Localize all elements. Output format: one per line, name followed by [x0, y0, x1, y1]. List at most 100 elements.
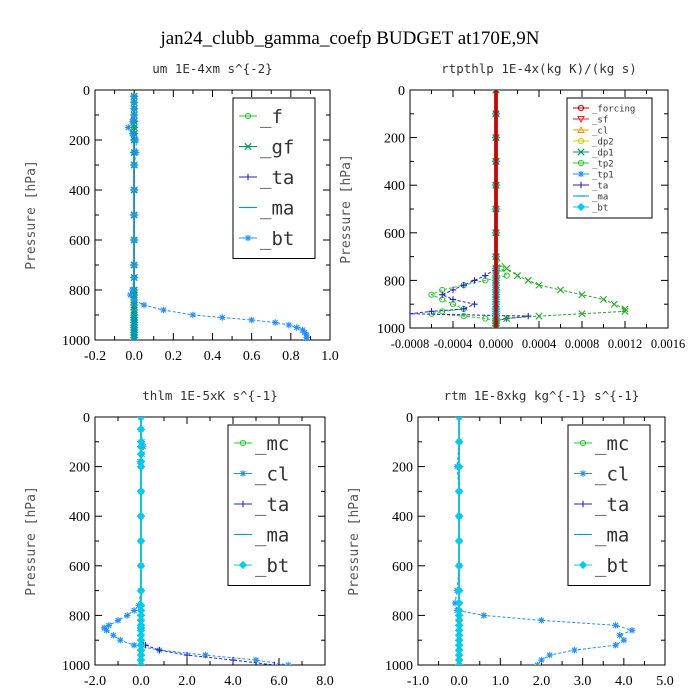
- data-point: [482, 315, 489, 322]
- x-tick-label: 2.0: [178, 674, 196, 689]
- data-point: [132, 149, 140, 156]
- data-point: [156, 646, 163, 654]
- y-axis-label: Pressure [hPa]: [24, 160, 39, 270]
- x-tick-label: 0.8: [282, 349, 300, 364]
- legend-item: _ma: [239, 198, 294, 220]
- data-point: [129, 130, 136, 137]
- data-point: [628, 627, 636, 634]
- legend-item: _gf: [239, 137, 294, 159]
- legend-label: _gf: [260, 137, 294, 159]
- data-point: [219, 314, 226, 321]
- legend-item: _ma: [574, 525, 629, 547]
- legend-marker: [578, 560, 588, 570]
- data-point: [136, 425, 146, 434]
- data-point: [535, 312, 543, 320]
- data-point: [114, 617, 122, 624]
- data-point: [124, 612, 131, 619]
- legend-label: _sf: [592, 116, 608, 126]
- x-tick-label: 1.0: [321, 349, 339, 364]
- data-point: [610, 300, 618, 308]
- legend-item: _ta: [234, 494, 289, 516]
- y-tick-label: 800: [384, 274, 405, 289]
- x-tick-label: 6.0: [270, 674, 288, 689]
- data-point: [492, 324, 500, 328]
- y-tick-label: 400: [392, 510, 413, 525]
- data-point: [125, 124, 132, 131]
- data-point: [130, 261, 138, 269]
- data-point: [428, 291, 435, 298]
- data-point: [455, 437, 464, 446]
- data-point: [525, 312, 532, 320]
- data-point: [132, 136, 140, 144]
- x-tick-label: 1.0: [492, 674, 510, 689]
- legend-marker: [238, 560, 248, 570]
- legend-marker: [579, 500, 587, 508]
- y-tick-label: 600: [69, 234, 90, 249]
- data-point: [455, 487, 464, 496]
- x-tick-label: 0.0008: [565, 337, 599, 351]
- legend-marker: [579, 439, 587, 447]
- data-point: [130, 641, 138, 649]
- data-point: [524, 276, 532, 284]
- data-point: [455, 660, 464, 665]
- legend-box: [566, 97, 653, 219]
- panels-container: um 1E-4xm s^{-2} Pressure [hPa] -0.2 0.0 0.2…: [24, 61, 685, 689]
- data-point: [189, 311, 197, 319]
- legend-label: _f: [260, 106, 283, 128]
- data-point: [455, 512, 464, 521]
- data-point: [136, 561, 146, 570]
- data-point: [110, 632, 117, 639]
- legend-label: _dp1: [592, 149, 614, 159]
- data-point: [503, 314, 511, 323]
- y-tick-label: 600: [69, 560, 90, 575]
- x-tick-label: 2.0: [533, 674, 551, 689]
- legend-marker: [244, 234, 252, 242]
- x-tick-label: 0.0000: [479, 337, 513, 351]
- y-tick-label: 0: [398, 84, 405, 99]
- x-tick-label: 4.0: [615, 674, 633, 689]
- data-point: [136, 660, 146, 665]
- legend: _mc _cl _ta _ma _bt: [567, 424, 651, 586]
- legend-item: _cl: [574, 464, 629, 486]
- y-tick-label: 200: [69, 461, 90, 476]
- data-point: [252, 656, 260, 664]
- legend: _forcing_sf_cl_dp2_dp1_tp2_tp1_ta_ma_bt: [566, 97, 653, 219]
- data-point: [130, 105, 138, 112]
- y-axis-label: Pressure [hPa]: [24, 486, 39, 596]
- legend-item: _cl: [234, 464, 289, 486]
- panel-1: um 1E-4xm s^{-2} Pressure [hPa] -0.2 0.0 0.2…: [24, 61, 339, 364]
- legend-marker: [579, 470, 587, 477]
- plot-area: [125, 92, 310, 340]
- legend-item: _dp1: [573, 148, 614, 159]
- data-point: [428, 308, 435, 315]
- data-point: [130, 99, 138, 106]
- data-point: [546, 651, 553, 659]
- y-tick-label: 800: [392, 609, 413, 624]
- x-tick-label: 0.0: [450, 674, 468, 689]
- x-tick-label: -1.0: [407, 674, 429, 689]
- legend-marker: [239, 439, 247, 447]
- data-point: [129, 118, 136, 125]
- x-tick-label: -2.0: [84, 674, 106, 689]
- legend-label: _ta: [595, 494, 629, 516]
- legend-item: _ma: [234, 525, 289, 547]
- y-tick-label: 0: [406, 411, 413, 426]
- y-tick-label: 0: [83, 411, 90, 426]
- x-tick-label: 0.0012: [608, 337, 642, 351]
- data-point: [460, 313, 467, 320]
- legend-label: _ta: [255, 494, 289, 516]
- data-point: [140, 301, 148, 309]
- data-point: [271, 661, 278, 665]
- legend-label: _ma: [592, 193, 608, 203]
- data-point: [293, 324, 300, 331]
- legend-item: _dp2: [573, 138, 614, 148]
- panel-4: rtm 1E-8xkg kg^{-1} s^{-1} Pressure [hPa]…: [347, 388, 674, 689]
- data-point: [571, 646, 578, 654]
- data-point: [535, 281, 543, 289]
- x-tick-label: 0.2: [165, 349, 183, 364]
- series-bt: [125, 93, 310, 340]
- data-point: [303, 336, 310, 340]
- plot-area: [410, 90, 629, 328]
- panel-title: thlm 1E-5xK s^{-1}: [142, 388, 277, 403]
- data-point: [455, 462, 464, 471]
